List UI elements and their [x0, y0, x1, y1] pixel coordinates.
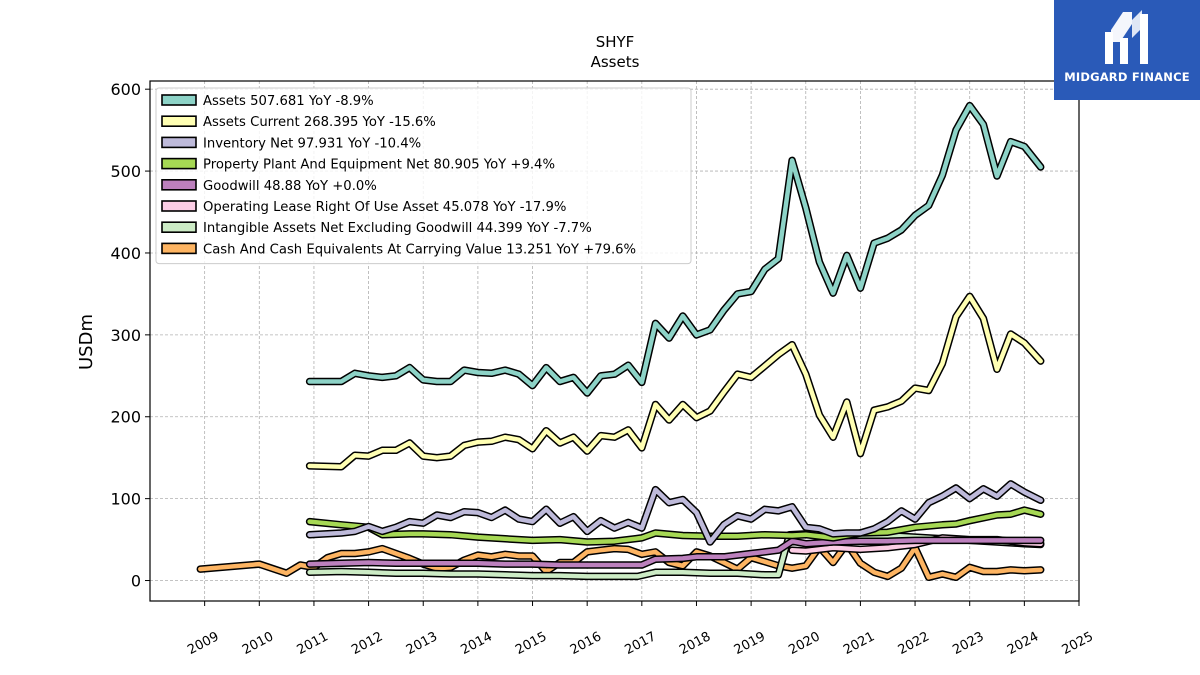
series-lines: [196, 101, 1045, 582]
x-tick-label: 2010: [240, 629, 276, 658]
legend-swatch: [161, 115, 197, 127]
y-tick-label: 200: [110, 408, 141, 427]
midgard-logo-icon: [1105, 10, 1148, 64]
x-tick-label: 2016: [568, 629, 604, 658]
series-stroke: [307, 507, 1043, 545]
legend-swatch: [161, 200, 197, 212]
series-stroke: [307, 103, 1043, 396]
chart-title: SHYF: [596, 33, 635, 51]
x-tick-label: 2017: [622, 629, 658, 658]
series-stroke: [307, 481, 1043, 545]
series-line: [305, 101, 1045, 397]
y-axis-label: USDm: [76, 314, 97, 370]
legend-label: Cash And Cash Equivalents At Carrying Va…: [203, 242, 636, 257]
x-tick-label: 2025: [1060, 629, 1096, 658]
legend-swatch: [161, 157, 197, 170]
legend-swatch: [161, 221, 197, 233]
legend-item: Assets Current 268.395 YoY -15.6%: [161, 115, 436, 130]
legend-label: Goodwill 48.88 YoY +0.0%: [203, 179, 377, 194]
legend-item: Cash And Cash Equivalents At Carrying Va…: [161, 242, 636, 257]
series-line: [305, 292, 1045, 471]
y-tick-label: 100: [110, 490, 141, 509]
x-tick-label: 2022: [896, 629, 932, 658]
x-tick-label: 2014: [458, 629, 494, 658]
x-tick-label: 2011: [295, 629, 331, 658]
y-tick-label: 300: [110, 326, 141, 345]
legend: Assets 507.681 YoY -8.9% Assets Current 2…: [155, 87, 692, 265]
legend-item: Property Plant And Equipment Net 80.905 …: [161, 157, 555, 173]
series-stroke: [198, 541, 1043, 580]
x-tick-label: 2020: [786, 629, 822, 658]
legend-label: Property Plant And Equipment Net 80.905 …: [203, 158, 555, 173]
series-line: [196, 539, 1045, 582]
x-tick-label: 2009: [185, 629, 221, 658]
legend-swatch: [161, 94, 197, 106]
legend-item: Intangible Assets Net Excluding Goodwill…: [161, 221, 592, 236]
midgard-finance-logo: MIDGARD FINANCE: [1054, 0, 1200, 100]
x-axis: 2009 2010 2011 2012 2013 2014 2015 2016 2017 2018…: [185, 601, 1096, 658]
legend-swatch: [161, 179, 197, 191]
legend-label: Assets 507.681 YoY -8.9%: [203, 94, 374, 109]
series-line: [305, 506, 1045, 546]
legend-label: Assets Current 268.395 YoY -15.6%: [203, 115, 436, 130]
x-tick-label: 2021: [841, 629, 877, 658]
legend-swatch: [161, 242, 197, 255]
y-tick-label: 500: [110, 162, 141, 181]
series-stroke: [307, 294, 1043, 469]
series-line: [305, 536, 1045, 569]
x-tick-label: 2019: [732, 629, 768, 658]
y-tick-label: 0: [131, 572, 141, 591]
plot-frame: [149, 80, 1080, 602]
y-tick-label: 600: [110, 80, 141, 99]
legend-label: Inventory Net 97.931 YoY -10.4%: [203, 136, 421, 151]
series-stroke: [307, 538, 1043, 568]
series-line: [305, 480, 1045, 546]
legend-box: [155, 87, 692, 265]
x-tick-label: 2018: [677, 629, 713, 658]
y-tick-label: 400: [110, 244, 141, 263]
x-tick-label: 2024: [1005, 629, 1041, 658]
legend-label: Intangible Assets Net Excluding Goodwill…: [203, 221, 592, 236]
legend-item: Operating Lease Right Of Use Asset 45.07…: [161, 200, 566, 215]
x-tick-label: 2012: [349, 629, 385, 658]
x-tick-label: 2013: [404, 629, 440, 658]
legend-swatch: [161, 136, 197, 149]
x-tick-label: 2023: [950, 629, 986, 658]
chart-subtitle: Assets: [591, 53, 640, 71]
y-axis: 0 100 200 300 400 500 600: [110, 80, 150, 591]
legend-item: Inventory Net 97.931 YoY -10.4%: [161, 136, 421, 151]
legend-item: Assets 507.681 YoY -8.9%: [161, 94, 374, 109]
logo-text: MIDGARD FINANCE: [1064, 70, 1190, 84]
legend-label: Operating Lease Right Of Use Asset 45.07…: [203, 200, 566, 215]
x-tick-label: 2015: [513, 629, 549, 658]
legend-item: Goodwill 48.88 YoY +0.0%: [161, 179, 377, 194]
